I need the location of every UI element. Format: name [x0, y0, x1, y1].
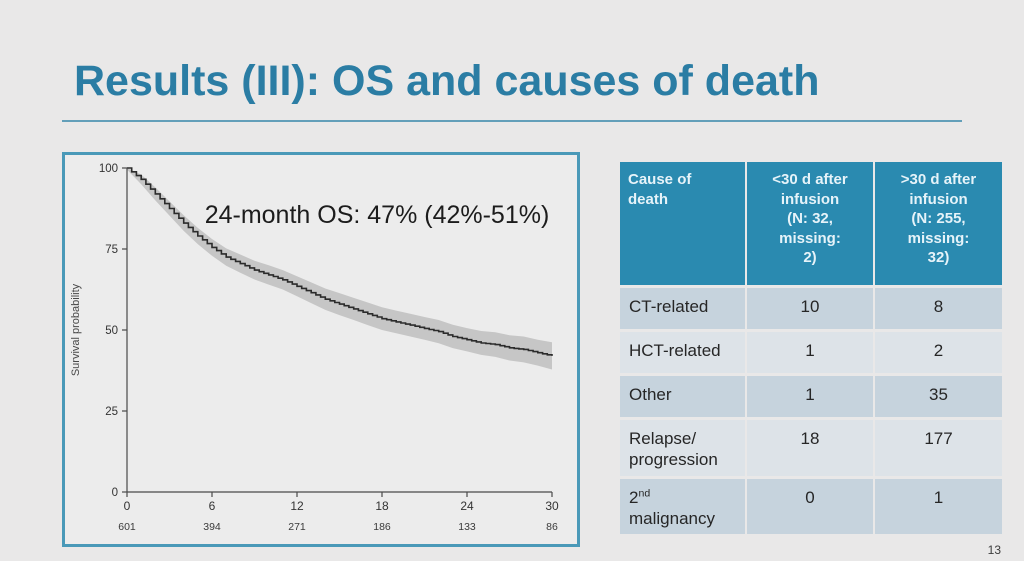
at-risk-count: 86	[546, 521, 558, 533]
cause-cell: Other	[620, 376, 745, 417]
cause-cell: Relapse/ progression	[620, 420, 745, 476]
survival-curve-svg: 100 75 50 25 00 6 12 18 24 30 601 394 271 186 133 86 Sur…	[70, 163, 559, 533]
y-tick-label: 100	[99, 163, 118, 175]
table-header-cell: >30 d after infusion (N: 255, missing: 3…	[875, 162, 1002, 285]
at-risk-count: 133	[458, 521, 476, 533]
at-risk-count: 186	[373, 521, 391, 533]
slide-title: Results (III): OS and causes of death	[74, 57, 820, 105]
value-cell: 35	[875, 376, 1002, 417]
at-risk-count: 271	[288, 521, 306, 533]
value-cell: 2	[875, 332, 1002, 373]
value-cell: 1	[875, 479, 1002, 534]
at-risk-count: 601	[118, 521, 136, 533]
x-tick-label: 12	[290, 499, 304, 513]
cause-cell: 2nd malignancy	[620, 479, 745, 534]
at-risk-count: 394	[203, 521, 221, 533]
os-annotation: 24-month OS: 47% (42%-51%)	[205, 201, 550, 229]
x-tick-label: 18	[375, 499, 389, 513]
km-chart-panel: 100 75 50 25 0 0 6 12 18 24 30 601 394 271 186 133 86 Sur…	[62, 152, 580, 547]
y-tick-label: 75	[105, 244, 118, 256]
x-tick-label: 24	[460, 499, 474, 513]
value-cell: 18	[747, 420, 873, 476]
page-number: 13	[987, 543, 1001, 557]
y-tick-label: 50	[105, 325, 118, 337]
value-cell: 10	[747, 288, 873, 329]
x-tick-label: 30	[545, 499, 559, 513]
value-cell: 1	[747, 332, 873, 373]
km-curve	[127, 167, 553, 356]
value-cell: 8	[875, 288, 1002, 329]
x-tick-label: 0	[124, 499, 131, 513]
value-cell: 0	[747, 479, 873, 534]
value-cell: 177	[875, 420, 1002, 476]
x-tick-label: 6	[209, 499, 216, 513]
cause-of-death-table: Cause of death <30 d after infusion (N: 3…	[620, 162, 1002, 534]
value-cell: 1	[747, 376, 873, 417]
y-tick-label: 0	[112, 487, 118, 499]
cause-cell: CT-related	[620, 288, 745, 329]
table-header-cell: Cause of death	[620, 162, 745, 285]
y-tick-label: 25	[105, 406, 118, 418]
table-header-cell: <30 d after infusion (N: 32, missing: 2)	[747, 162, 873, 285]
title-underline	[62, 120, 962, 122]
cause-cell: HCT-related	[620, 332, 745, 373]
y-axis-title: Survival probability	[70, 283, 82, 376]
confidence-band	[127, 168, 552, 370]
